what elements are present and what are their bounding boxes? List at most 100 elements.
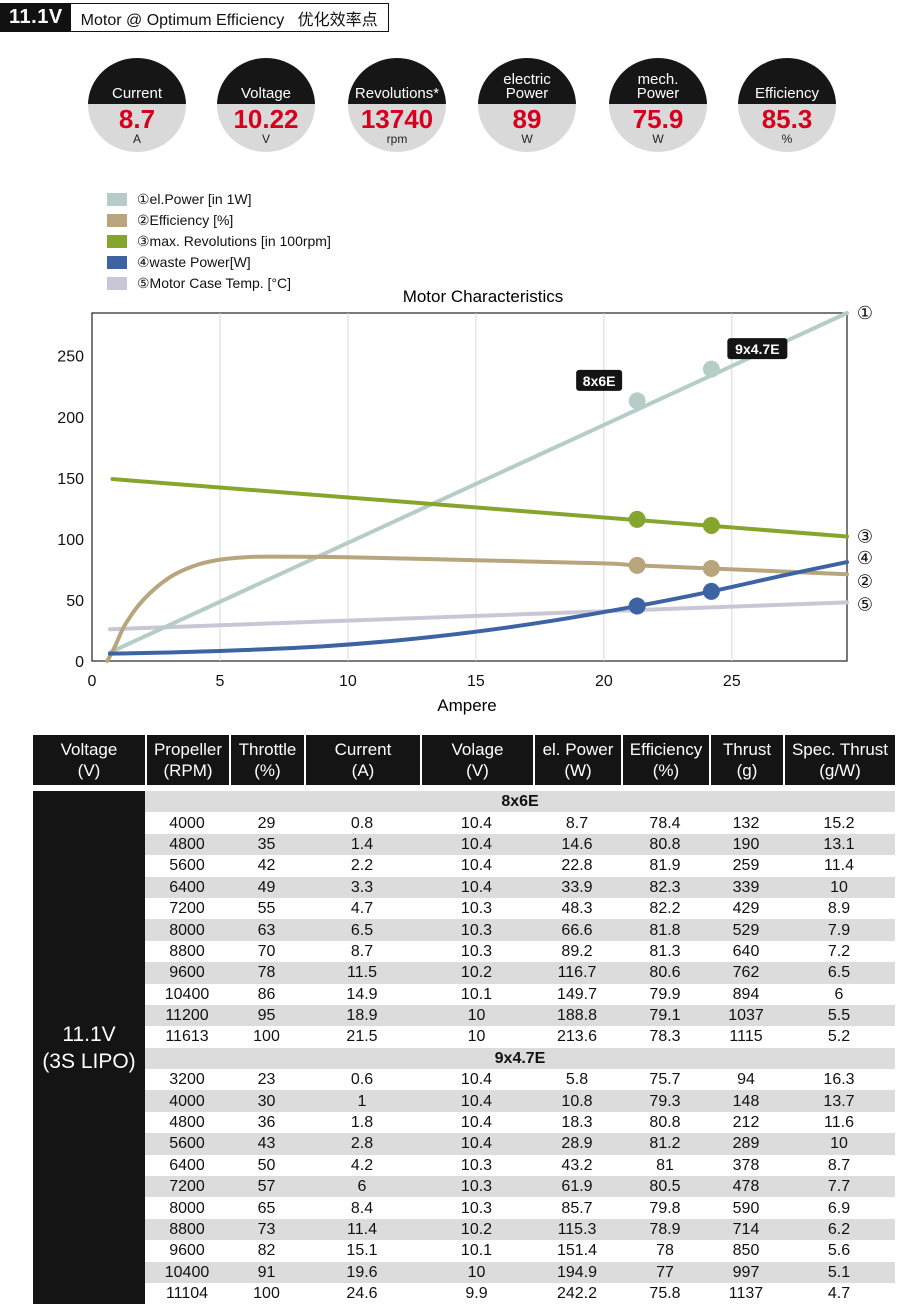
table-cell: 894 [709, 983, 783, 1005]
gauge-efficiency: Efficiency 85.3 % [738, 58, 836, 152]
gauge-unit: A [132, 132, 141, 146]
table-cell: 4000 [145, 1090, 229, 1112]
table-cell: 10.3 [420, 1197, 533, 1219]
series-line-revolutions [110, 477, 849, 539]
table-cell: 73 [229, 1218, 304, 1241]
gauge-label: Efficiency [738, 58, 836, 104]
table-cell: 55 [229, 897, 304, 920]
table-cell: 4800 [145, 833, 229, 856]
table-cell: 61.9 [533, 1176, 621, 1198]
table-cell: 29 [229, 812, 304, 834]
highlight-point [702, 582, 720, 600]
y-tick-label: 200 [57, 410, 84, 427]
table-cell: 89.2 [533, 940, 621, 963]
highlight-label-box [576, 369, 623, 391]
legend-swatch [107, 193, 127, 206]
table-cell: 50 [229, 1154, 304, 1177]
table-row: 4800 36 1.8 10.4 18.3 80.8 212 11.6 [33, 1111, 895, 1134]
gauge-unit: rpm [386, 132, 408, 146]
table-row: 3200 23 0.6 10.4 5.8 75.7 94 16.3 [33, 1069, 895, 1091]
gauge-value: 89 [512, 104, 542, 134]
gauge-current: Current 8.7 A [88, 58, 186, 152]
highlight-point [702, 516, 720, 534]
y-tick-label: 0 [75, 654, 84, 671]
table-cell: 10.4 [420, 833, 533, 856]
table-cell: 78.9 [621, 1218, 709, 1241]
table-cell: 82 [229, 1240, 304, 1262]
table-cell: 1137 [709, 1282, 783, 1305]
table-cell: 16.3 [783, 1069, 895, 1091]
table-cell: 6.5 [783, 962, 895, 984]
legend-item: ④waste Power[W] [107, 252, 331, 273]
table-row: 11104 100 24.6 9.9 242.2 75.8 1137 4.7 [33, 1282, 895, 1305]
table-cell: 10.4 [420, 855, 533, 877]
table-cell: 14.6 [533, 833, 621, 856]
table-cell: 1037 [709, 1004, 783, 1027]
gauge-value: 8.7 [118, 104, 156, 134]
legend-swatch [107, 256, 127, 269]
table-cell: 13.7 [783, 1090, 895, 1112]
column-header: el. Power (W) [533, 735, 621, 785]
table-cell: 7.7 [783, 1176, 895, 1198]
table-cell: 10400 [145, 1261, 229, 1283]
table-cell: 10.3 [420, 1176, 533, 1198]
series-line-case-temp [107, 600, 849, 632]
y-tick-label: 100 [57, 532, 84, 549]
series-end-marker: ② [857, 571, 873, 592]
highlight-point [628, 392, 646, 410]
table-cell: 11.4 [783, 855, 895, 877]
series-end-marker: ① [857, 303, 873, 324]
table-row: 9600 82 15.1 10.1 151.4 78 850 5.6 [33, 1240, 895, 1262]
column-header: Propeller (RPM) [145, 735, 229, 785]
y-tick-label: 250 [57, 349, 84, 366]
table-cell: 116.7 [533, 962, 621, 984]
table-cell: 36 [229, 1111, 304, 1134]
gauge-mech-power: mech. Power 75.9 W [609, 58, 707, 152]
table-cell: 10.2 [420, 962, 533, 984]
table-cell: 15.1 [304, 1240, 420, 1262]
table-cell: 3200 [145, 1069, 229, 1091]
voltage-side-label: 11.1V (3S LIPO) [33, 791, 145, 1305]
x-tick-label: 25 [723, 673, 741, 690]
table-cell: 115.3 [533, 1218, 621, 1241]
legend-label: ⑤Motor Case Temp. [°C] [137, 275, 292, 291]
table-cell: 91 [229, 1261, 304, 1283]
table-cell: 33.9 [533, 876, 621, 898]
table-cell: 148 [709, 1090, 783, 1112]
table-cell: 78 [621, 1240, 709, 1262]
table-cell: 7.9 [783, 919, 895, 941]
table-cell: 8800 [145, 940, 229, 963]
table-row: 8800 73 11.4 10.2 115.3 78.9 714 6.2 [33, 1218, 895, 1241]
table-cell: 81 [621, 1154, 709, 1177]
table-cell: 66.6 [533, 919, 621, 941]
table-cell: 18.3 [533, 1111, 621, 1134]
highlight-point [628, 510, 646, 528]
table-cell: 82.3 [621, 876, 709, 898]
table-cell: 6 [304, 1176, 420, 1198]
table-cell: 151.4 [533, 1240, 621, 1262]
gauge-label: Current [88, 58, 186, 104]
table-cell: 529 [709, 919, 783, 941]
table-cell: 1.8 [304, 1111, 420, 1134]
table-cell: 5.2 [783, 1026, 895, 1048]
gauge-unit: % [781, 132, 793, 146]
gauge-unit: W [521, 132, 533, 146]
table-cell: 132 [709, 812, 783, 834]
gauge-value: 10.22 [233, 104, 299, 134]
column-header: Volage (V) [420, 735, 533, 785]
table-cell: 30 [229, 1090, 304, 1112]
legend-item: ①el.Power [in 1W] [107, 189, 331, 210]
table-row: 4000 29 0.8 10.4 8.7 78.4 132 15.2 [33, 812, 895, 834]
table-cell: 4000 [145, 812, 229, 834]
series-end-marker: ⑤ [857, 594, 873, 615]
gauge-value: 85.3 [761, 104, 813, 134]
gauge-unit: W [652, 132, 664, 146]
table-cell: 194.9 [533, 1261, 621, 1283]
table-cell: 82.2 [621, 897, 709, 920]
voltage-label: 11.1V [1, 4, 71, 31]
table-cell: 10.4 [420, 812, 533, 834]
table-cell: 80.8 [621, 833, 709, 856]
legend-swatch [107, 235, 127, 248]
table-cell: 10.1 [420, 983, 533, 1005]
table-cell: 997 [709, 1261, 783, 1283]
